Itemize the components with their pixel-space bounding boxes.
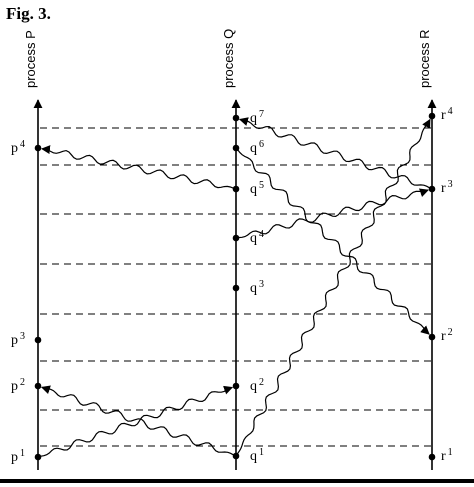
event-q1	[232, 452, 240, 460]
process-label: process P	[23, 30, 38, 88]
message-q6-r2	[235, 147, 430, 335]
event-q7	[232, 114, 240, 122]
labels: process P process Q process R p 1 p 2 p 3 p 4 q 1 q 2 q…	[11, 29, 453, 465]
event-r1	[428, 453, 436, 461]
process-label: process Q	[221, 29, 236, 88]
message-p1-q2	[37, 385, 234, 458]
event-r4	[428, 112, 436, 120]
event-p1	[34, 453, 42, 461]
event-p3	[34, 336, 42, 344]
event-q2	[232, 382, 240, 390]
event-p2	[34, 382, 42, 390]
figure-caption: Fig. 3.	[6, 4, 51, 23]
process-label: process R	[417, 29, 432, 88]
message-q5-p4	[41, 145, 237, 190]
event-r3	[428, 185, 436, 193]
event-q3	[232, 284, 240, 292]
message-q1-r4	[235, 118, 431, 457]
message-q1-p2	[40, 385, 237, 457]
event-q6	[232, 144, 240, 152]
event-r2	[428, 333, 436, 341]
message-r3-q7	[238, 117, 433, 190]
message-q4-r3	[235, 188, 429, 239]
bottom-rule	[0, 479, 474, 483]
event-q4	[232, 234, 240, 242]
event-q5	[232, 185, 240, 193]
message-arrows	[37, 117, 433, 458]
event-p4	[34, 144, 42, 152]
event-points	[34, 112, 436, 461]
